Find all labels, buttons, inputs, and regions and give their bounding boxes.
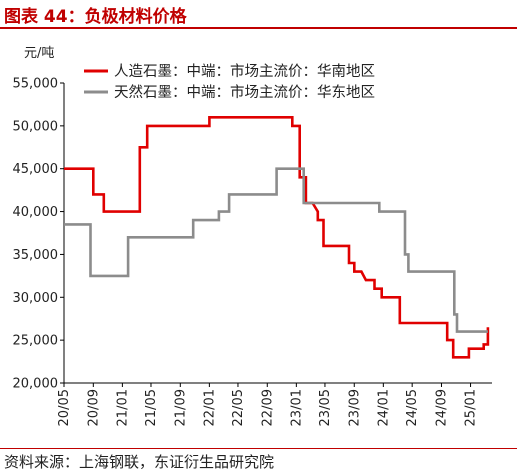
- series-line-1: [64, 116, 490, 359]
- x-tick-label: 20/09: [86, 389, 101, 426]
- legend-label-2: 天然石墨：中端：市场主流价：华东地区: [114, 84, 375, 101]
- source-note: 资料来源：上海钢联，东证衍生品研究院: [4, 453, 275, 471]
- y-tick-label: 35,000: [13, 248, 59, 263]
- y-tick-label: 30,000: [13, 291, 59, 306]
- title-divider: [0, 27, 517, 29]
- y-tick-label: 25,000: [13, 334, 59, 349]
- y-tick-label: 40,000: [13, 205, 59, 220]
- x-tick-label: 23/09: [347, 389, 362, 426]
- y-tick-label: 50,000: [13, 119, 59, 134]
- footer-divider: [0, 448, 517, 449]
- x-tick-label: 22/09: [260, 389, 275, 426]
- y-tick-label: 20,000: [13, 377, 59, 392]
- x-tick-label: 22/05: [231, 389, 246, 426]
- x-tick-label: 23/01: [289, 389, 304, 426]
- y-tick-label: 55,000: [13, 77, 59, 92]
- x-tick-label: 21/01: [115, 389, 130, 426]
- chart-title: 图表 44：负极材料价格: [4, 7, 187, 27]
- x-tick-label: 24/05: [405, 389, 420, 426]
- x-tick-label: 25/01: [464, 389, 479, 426]
- x-tick-label: 24/09: [434, 389, 449, 426]
- series-line-2: [64, 167, 488, 333]
- x-tick-label: 22/01: [202, 389, 217, 426]
- x-tick-label: 21/09: [173, 389, 188, 426]
- legend-label-1: 人造石墨：中端：市场主流价：华南地区: [114, 63, 375, 80]
- y-axis-unit: 元/吨: [24, 46, 55, 61]
- x-tick-label: 20/05: [57, 389, 72, 426]
- x-tick-label: 21/05: [144, 389, 159, 426]
- x-tick-label: 24/01: [376, 389, 391, 426]
- y-tick-label: 45,000: [13, 162, 59, 177]
- x-tick-label: 23/05: [318, 389, 333, 426]
